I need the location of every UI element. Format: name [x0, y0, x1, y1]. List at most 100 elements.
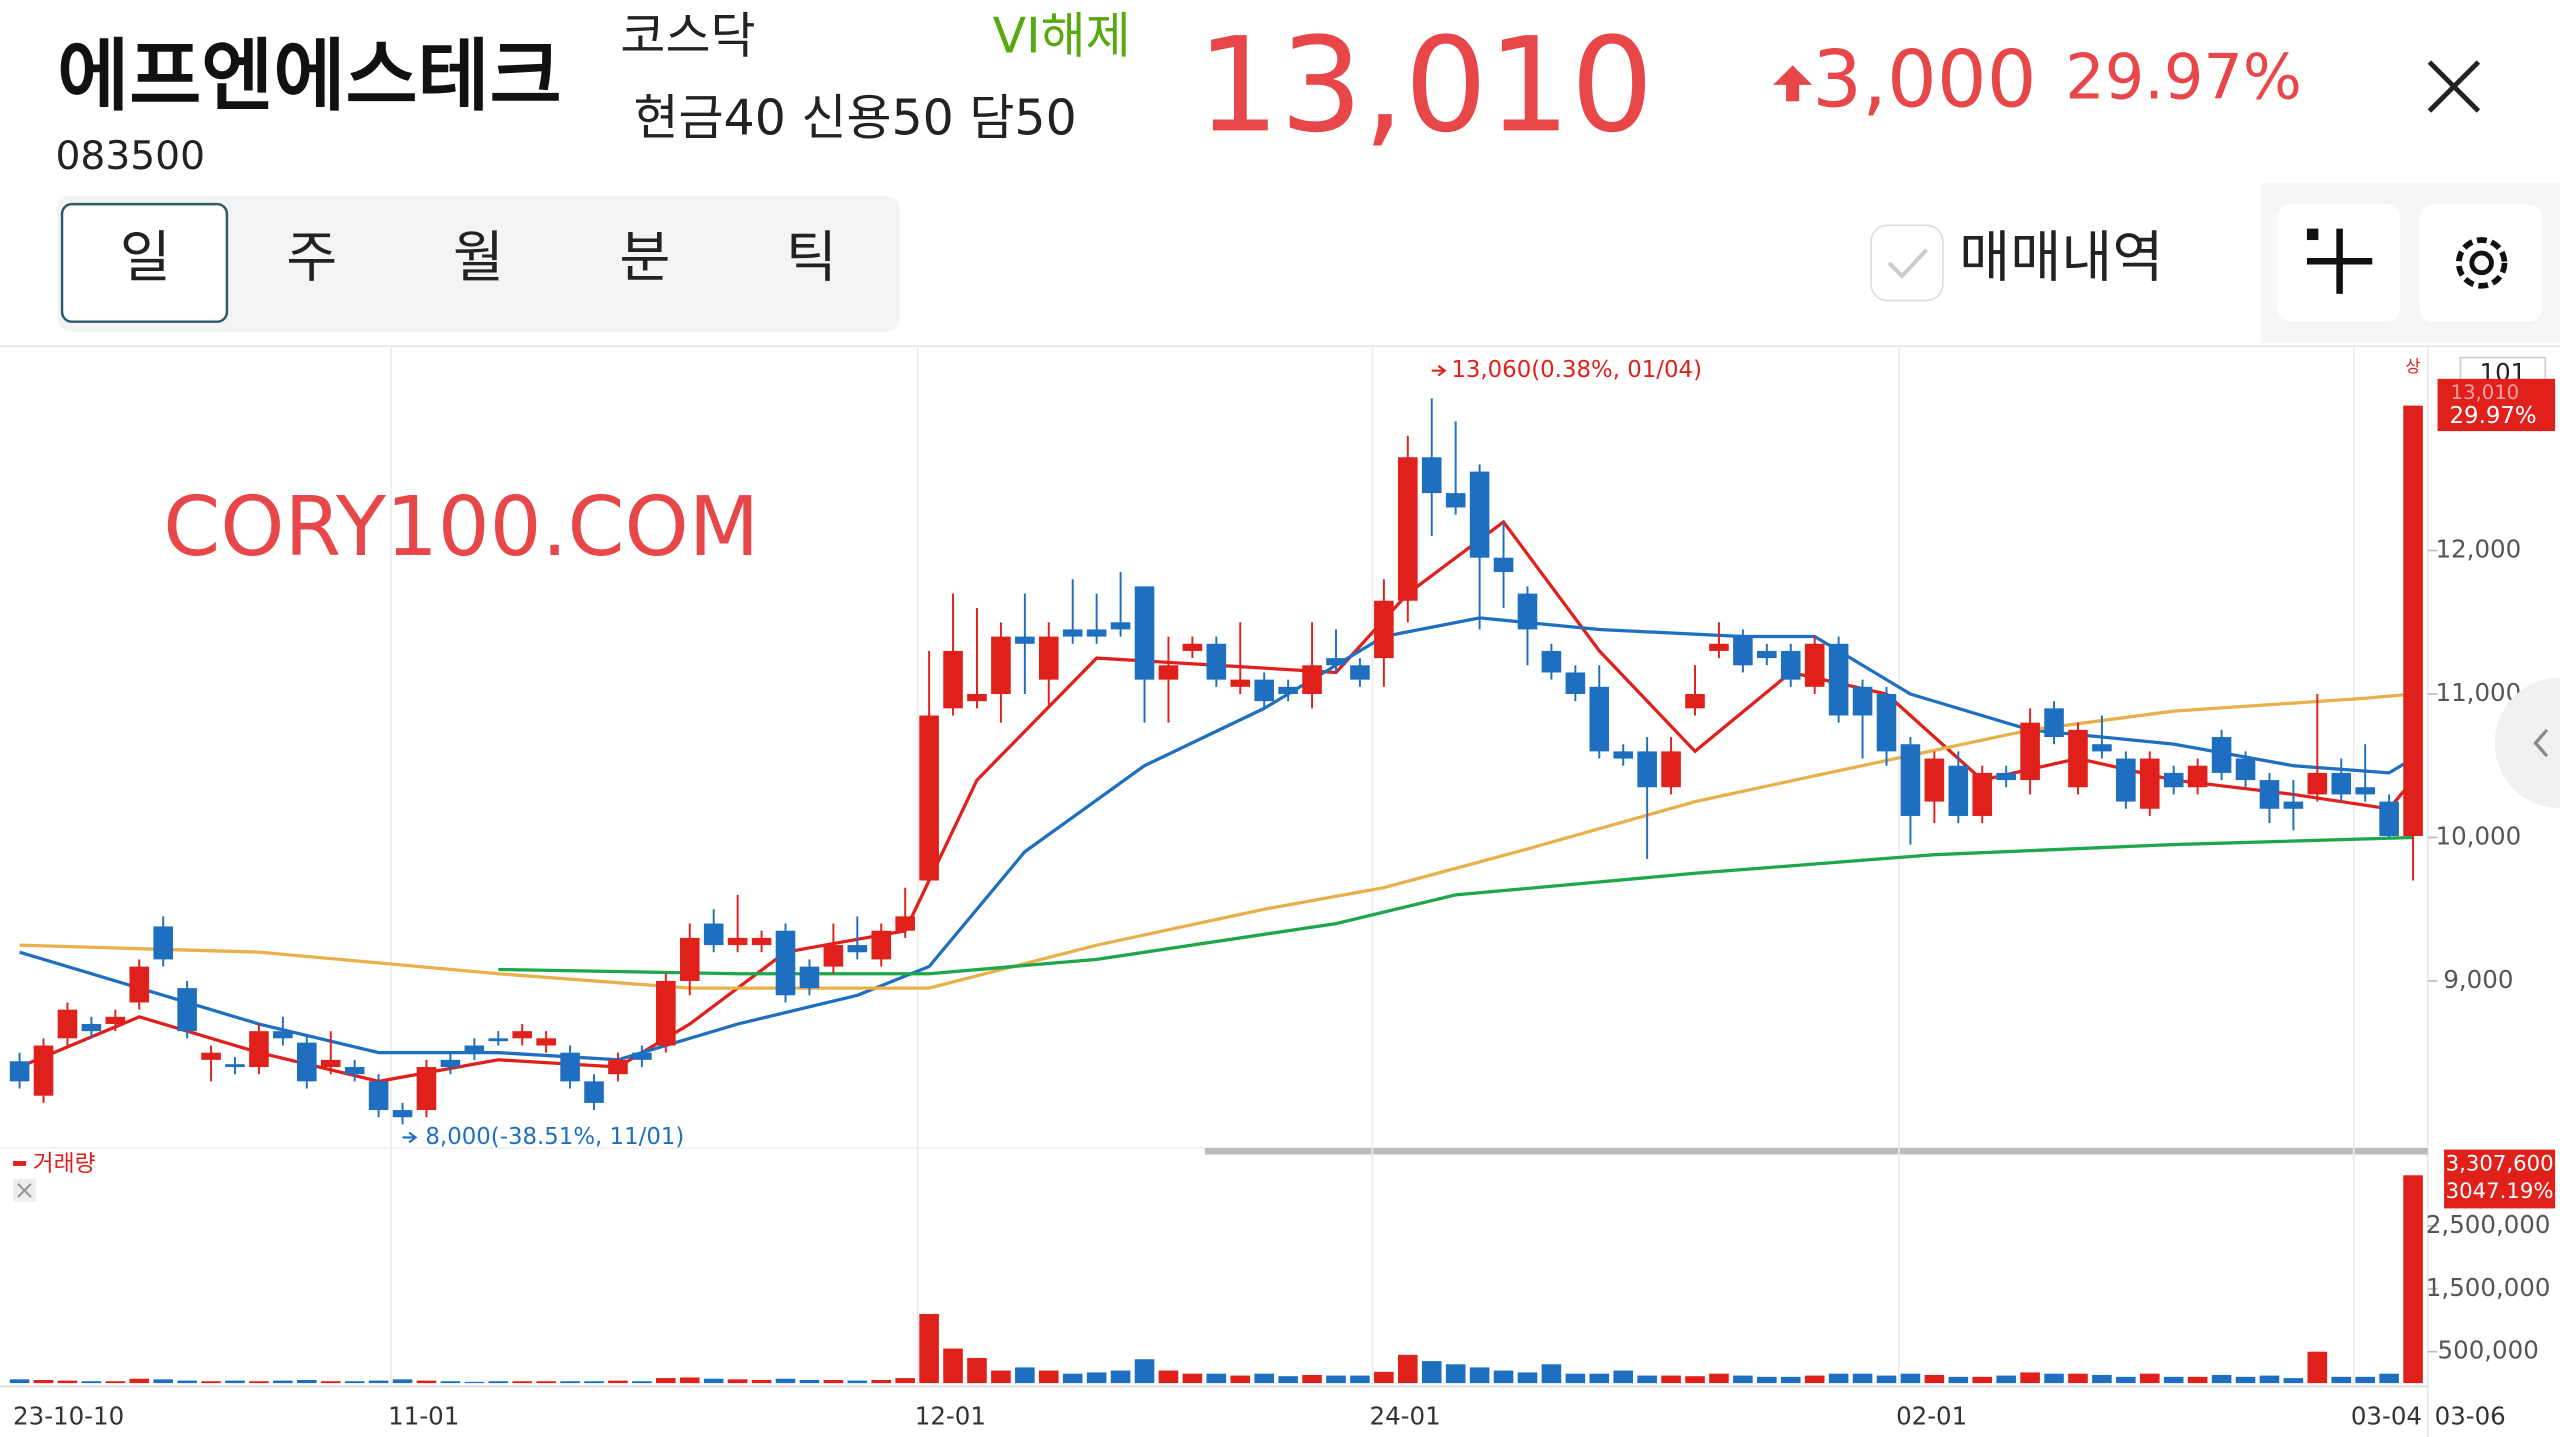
- candle-body: [632, 1052, 652, 1060]
- price-badge-label: 13,010: [2451, 381, 2520, 404]
- volume-bar: [1996, 1375, 2016, 1384]
- volume-bar: [2020, 1372, 2040, 1384]
- volume-bar: [799, 1379, 820, 1384]
- candle-body: [392, 1110, 413, 1118]
- volume-bar: [1685, 1376, 1705, 1384]
- candle-body: [1613, 751, 1634, 759]
- last-date: 03-06: [2435, 1401, 2506, 1430]
- volume-bar: [1445, 1364, 1466, 1384]
- volume-bar: [1924, 1374, 1945, 1384]
- candle-body: [2211, 737, 2232, 773]
- min-arrow: [402, 1131, 418, 1144]
- candle-body: [368, 1081, 389, 1111]
- settings-button[interactable]: [2419, 204, 2543, 322]
- x-tick-label: 02-01: [1896, 1401, 1967, 1430]
- candle-body: [1565, 672, 1586, 694]
- candle-body: [105, 1016, 126, 1024]
- period-tabs: [57, 195, 900, 332]
- tab[interactable]: 분: [619, 225, 670, 290]
- candle-body: [1661, 751, 1681, 788]
- candle-body: [1517, 593, 1538, 630]
- volume-bar: [871, 1379, 892, 1384]
- candle-body: [1421, 457, 1442, 494]
- volume-bar: [177, 1380, 197, 1384]
- volume-bar: [2355, 1376, 2375, 1384]
- side-handle[interactable]: [2494, 677, 2560, 809]
- candle-body: [1876, 693, 1897, 752]
- volume-bar: [512, 1381, 533, 1384]
- tab[interactable]: 일: [120, 225, 171, 290]
- candle-body: [1398, 457, 1418, 601]
- candle-body: [1062, 629, 1083, 637]
- candle-body: [536, 1038, 556, 1046]
- tab[interactable]: 주: [286, 225, 337, 290]
- checkbox[interactable]: [1870, 224, 1944, 302]
- candle-body: [1637, 751, 1657, 788]
- candle-body: [1254, 679, 1274, 702]
- volume-bar: [392, 1379, 413, 1384]
- watermark: CORY100.COM: [163, 480, 759, 575]
- candle-body: [1086, 629, 1107, 637]
- candle-body: [1541, 650, 1562, 673]
- candle-body: [2355, 787, 2375, 795]
- candle-body: [1038, 636, 1059, 680]
- volume-bar: [2092, 1374, 2112, 1384]
- volume-bar: [1589, 1373, 1610, 1384]
- volume-bar: [1852, 1373, 1873, 1384]
- volume-bar: [368, 1380, 389, 1384]
- candle-body: [225, 1064, 245, 1068]
- candle-body: [488, 1038, 509, 1042]
- volume-bar: [2211, 1374, 2232, 1384]
- candle-body: [847, 945, 868, 953]
- volume-bar: [2403, 1175, 2423, 1384]
- candle-body: [919, 715, 939, 881]
- volume-bar: [2116, 1376, 2136, 1384]
- legend-close-icon: [17, 1183, 32, 1198]
- candle-body: [1972, 772, 1993, 816]
- candle-body: [1804, 643, 1825, 687]
- volume-bar: [632, 1381, 652, 1384]
- volume-bar: [1421, 1361, 1442, 1384]
- volume-legend-swatch: [13, 1161, 27, 1166]
- volume-bar: [1900, 1373, 1921, 1384]
- volume-bar: [751, 1379, 772, 1384]
- candle-body: [464, 1045, 485, 1053]
- volume-bar: [2283, 1378, 2304, 1384]
- volume-tick-label: 1,500,000: [2426, 1273, 2551, 1302]
- candle-body: [560, 1052, 580, 1082]
- close-button[interactable]: [2427, 60, 2481, 113]
- volume-bar: [129, 1378, 150, 1384]
- candle-body: [1924, 758, 1945, 802]
- candle-body: [727, 937, 748, 946]
- volume-bar: [1493, 1370, 1514, 1384]
- volume-badge-pct: 3047.19%: [2446, 1179, 2554, 1204]
- volume-bar: [656, 1378, 676, 1384]
- stock-name: 에프엔에스테크: [57, 31, 562, 122]
- volume-bar: [2331, 1376, 2352, 1384]
- tab-selected[interactable]: [60, 202, 229, 323]
- tab[interactable]: 틱: [786, 225, 837, 290]
- current-price: 13,010: [1197, 9, 1654, 161]
- volume-bar: [1709, 1373, 1729, 1384]
- candle-body: [1302, 665, 1322, 694]
- candle-body: [2379, 801, 2399, 837]
- candle-body: [1757, 650, 1777, 659]
- volume-bar: [2163, 1376, 2184, 1384]
- volume-bar: [1828, 1373, 1849, 1384]
- x-tick-label: 11-01: [388, 1401, 459, 1430]
- max-label: 13,060(0.38%, 01/04): [1451, 357, 1702, 383]
- candle-body: [1709, 643, 1729, 651]
- volume-bar: [33, 1379, 54, 1384]
- margin-info: 현금40 신용50 담50: [633, 89, 1076, 146]
- candle-body: [2092, 744, 2112, 752]
- tab[interactable]: 월: [453, 225, 504, 290]
- min-label: 8,000(-38.51%, 11/01): [425, 1124, 684, 1150]
- volume-bar: [153, 1379, 173, 1384]
- candle-body: [2307, 772, 2328, 795]
- volume-bar: [1230, 1375, 1251, 1384]
- price-badge: [2437, 378, 2556, 432]
- volume-bar: [440, 1381, 461, 1384]
- volume-bar: [2307, 1351, 2328, 1384]
- trade-history[interactable]: 매매내역: [1959, 225, 2163, 290]
